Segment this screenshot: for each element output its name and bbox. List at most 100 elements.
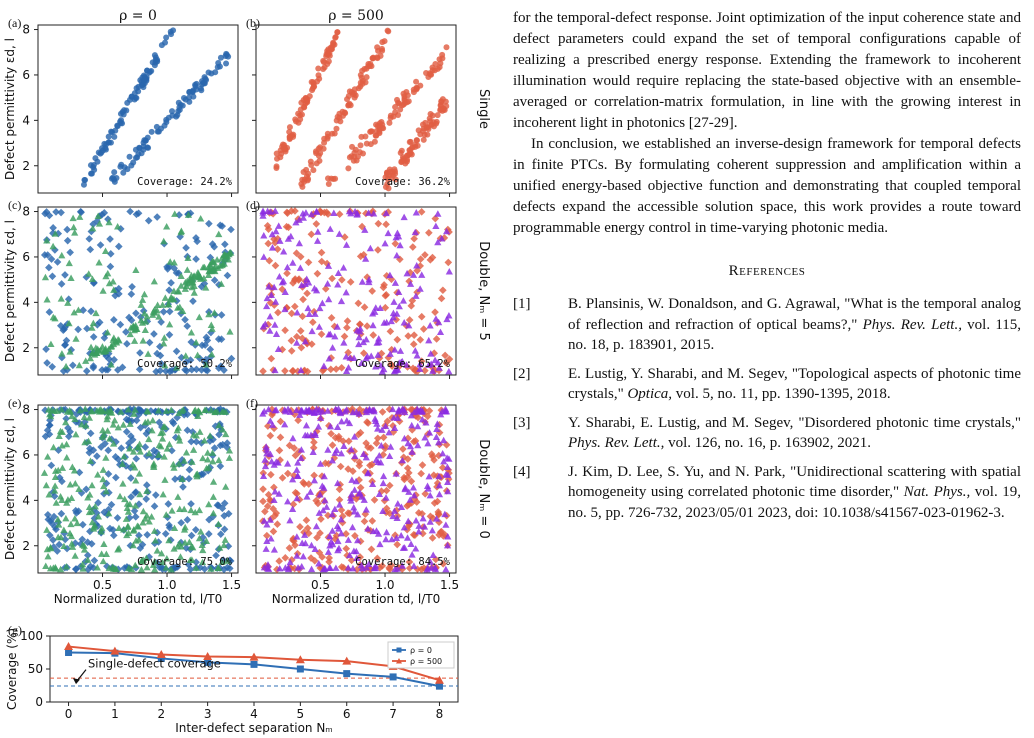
data-point xyxy=(44,552,52,560)
data-point xyxy=(405,316,414,324)
data-point xyxy=(143,481,151,489)
data-point xyxy=(132,416,141,425)
data-point xyxy=(74,325,82,334)
data-point xyxy=(391,346,399,353)
data-point xyxy=(124,523,132,531)
data-point xyxy=(404,439,412,447)
data-point xyxy=(364,443,372,451)
data-point xyxy=(352,547,360,555)
data-point xyxy=(405,321,413,329)
data-point xyxy=(208,449,217,456)
data-point xyxy=(99,475,107,483)
data-point xyxy=(293,332,301,341)
data-point xyxy=(411,412,420,420)
data-point xyxy=(406,280,415,287)
data-point xyxy=(428,534,437,542)
data-point xyxy=(421,490,430,498)
coverage-label: Coverage: 24.2% xyxy=(137,176,233,188)
data-point xyxy=(202,464,211,472)
data-point xyxy=(218,426,227,433)
legend-box xyxy=(387,641,455,669)
data-point xyxy=(367,352,375,359)
data-point xyxy=(122,427,131,436)
data-point xyxy=(441,408,449,415)
data-point xyxy=(183,279,192,287)
data-point xyxy=(421,433,429,441)
data-point xyxy=(100,348,108,355)
data-point xyxy=(443,227,451,235)
data-point xyxy=(123,340,131,348)
scatter-panel-b: Coverage: 36.2% xyxy=(252,24,457,197)
data-point xyxy=(433,425,441,433)
data-point xyxy=(409,531,418,539)
data-point xyxy=(165,521,173,529)
data-point xyxy=(127,432,135,440)
data-point xyxy=(174,111,181,118)
data-point xyxy=(144,408,152,415)
data-point xyxy=(163,445,171,452)
data-point xyxy=(392,233,400,241)
data-point xyxy=(330,39,337,46)
data-point xyxy=(445,469,453,477)
data-point xyxy=(381,303,390,312)
data-point xyxy=(47,255,56,263)
data-point xyxy=(438,235,446,242)
data-point xyxy=(85,448,94,457)
data-point xyxy=(190,289,198,296)
data-point xyxy=(374,246,382,254)
data-point xyxy=(179,483,187,491)
row-label: Double, Nₘ = 5 xyxy=(476,241,491,341)
data-point xyxy=(86,457,95,464)
row-label: Double, Nₘ = 0 xyxy=(476,439,491,539)
data-point xyxy=(354,430,363,439)
data-point xyxy=(348,523,357,531)
data-point xyxy=(445,367,453,375)
data-point xyxy=(58,496,66,503)
data-point xyxy=(290,410,299,419)
data-point xyxy=(259,485,267,493)
data-point xyxy=(346,494,355,501)
data-point xyxy=(326,541,334,549)
data-point xyxy=(390,414,398,421)
data-point xyxy=(400,319,408,326)
data-point xyxy=(416,406,424,414)
data-point xyxy=(54,533,62,541)
data-point xyxy=(445,268,453,275)
data-point xyxy=(187,338,196,346)
data-point xyxy=(163,555,171,562)
data-point xyxy=(165,307,174,316)
data-point xyxy=(353,554,361,561)
data-point xyxy=(337,563,346,571)
coverage-label: Coverage: 36.2% xyxy=(355,176,451,188)
data-point xyxy=(49,313,57,321)
data-point xyxy=(62,563,70,570)
data-point xyxy=(315,560,323,567)
data-point xyxy=(218,504,227,513)
data-point xyxy=(342,288,350,296)
data-point xyxy=(191,508,199,516)
data-point xyxy=(303,431,312,439)
data-point xyxy=(284,497,292,505)
data-point xyxy=(192,365,201,374)
data-point xyxy=(386,327,395,336)
data-point xyxy=(214,64,221,71)
data-point xyxy=(289,475,297,483)
data-point xyxy=(299,295,307,304)
data-point xyxy=(51,230,59,237)
data-point xyxy=(413,78,420,85)
y-tick-label: 0 xyxy=(35,695,43,709)
data-point xyxy=(134,209,143,218)
data-point xyxy=(261,507,269,516)
data-point xyxy=(128,282,136,291)
data-point xyxy=(328,344,337,351)
data-point xyxy=(404,522,413,530)
data-point xyxy=(97,443,105,451)
data-point xyxy=(131,502,140,509)
data-point xyxy=(57,280,66,288)
data-point xyxy=(204,449,212,456)
data-point xyxy=(200,436,208,444)
data-point xyxy=(160,334,168,341)
data-point xyxy=(354,299,363,308)
data-point xyxy=(76,540,85,548)
data-point xyxy=(153,448,161,457)
